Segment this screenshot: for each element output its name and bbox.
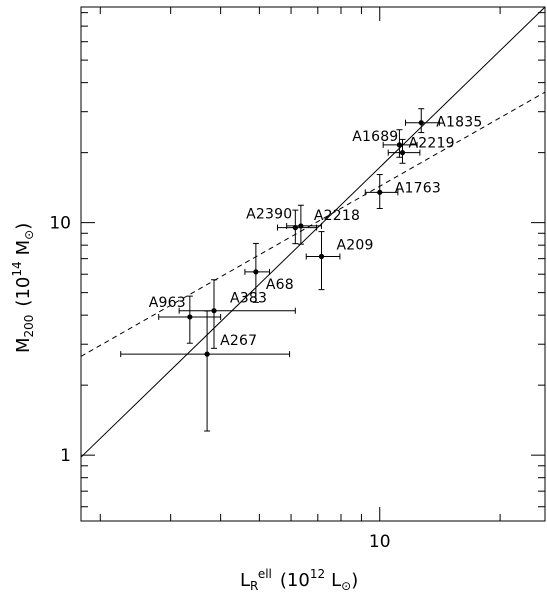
point-labels: A1835 A1689 A2219 A1763 A2390 A2218 A209 A68 A96… [149, 115, 483, 349]
label-a2390: A2390 [246, 207, 292, 223]
point-marker [418, 120, 424, 126]
label-a2219: A2219 [408, 136, 454, 152]
data-points [120, 108, 440, 432]
data-point-a267 [120, 310, 291, 432]
fit-lines [81, 7, 545, 458]
label-a383: A383 [230, 291, 267, 307]
point-marker [253, 269, 259, 275]
y-tick-label: 1 [60, 446, 71, 466]
data-point-a2219 [387, 138, 421, 164]
solid-fit-line [81, 7, 545, 458]
label-a1763: A1763 [395, 180, 441, 196]
point-marker [399, 150, 406, 156]
y-tick-label: 10 [49, 214, 71, 234]
plot-frame [80, 6, 546, 522]
label-a2218: A2218 [314, 208, 360, 224]
data-point-a963 [158, 295, 222, 344]
x-axis-title: LRell (1012 L⊙) [240, 567, 358, 592]
label-a1835: A1835 [436, 115, 482, 131]
point-marker [187, 314, 193, 320]
point-marker [298, 223, 304, 229]
data-point-a2218 [286, 204, 322, 245]
point-marker [204, 351, 210, 357]
point-marker [396, 142, 403, 148]
data-point-a1763 [364, 174, 399, 210]
data-point-a68 [244, 242, 270, 303]
label-a209: A209 [336, 238, 373, 254]
label-a267: A267 [220, 333, 257, 349]
y-axis-title: M200(1014M⊙) [10, 223, 36, 353]
point-marker [318, 253, 325, 260]
point-marker [377, 189, 383, 195]
tick-labels: 10 1 10 [49, 214, 390, 552]
label-a963: A963 [149, 295, 186, 311]
label-a68: A68 [266, 277, 294, 293]
dashed-fit-line [81, 91, 545, 357]
data-point-a1835 [405, 108, 440, 134]
axis-ticks [81, 7, 545, 521]
label-a1689: A1689 [352, 129, 398, 145]
data-point-a383 [178, 279, 296, 349]
point-marker [211, 308, 217, 314]
x-tick-label: 10 [369, 532, 391, 552]
data-point-a209 [305, 231, 341, 291]
